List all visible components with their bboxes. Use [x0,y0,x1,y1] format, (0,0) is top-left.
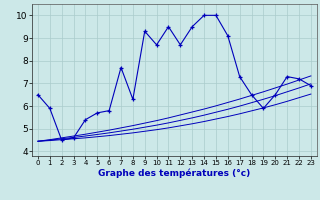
X-axis label: Graphe des températures (°c): Graphe des températures (°c) [98,169,251,178]
